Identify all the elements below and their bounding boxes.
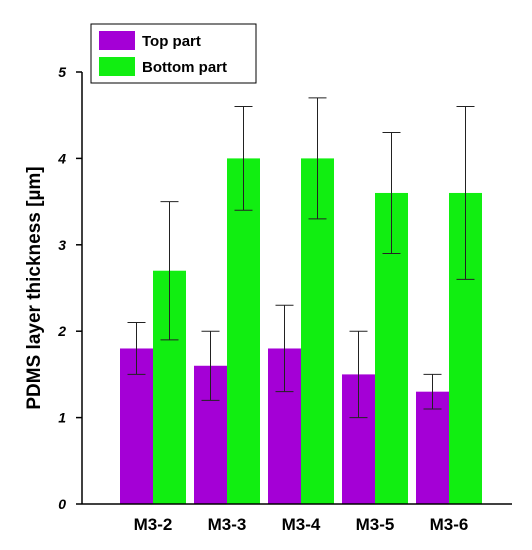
y-tick-label-1: 1 — [58, 410, 66, 426]
y-tick-label-4: 4 — [57, 150, 66, 166]
legend-swatch-top-part — [99, 31, 135, 50]
error-bar-M3-4-bottom-part — [308, 97, 327, 220]
x-tick-label-M3-6: M3-6 — [430, 515, 469, 534]
error-bar-M3-6-bottom-part — [456, 106, 475, 280]
legend-label-top-part: Top part — [142, 33, 201, 50]
legend-swatch-bottom-part — [99, 57, 135, 76]
bar-M3-6-top-part — [416, 391, 449, 504]
x-tick-label-M3-2: M3-2 — [134, 515, 173, 534]
x-tick-label-M3-5: M3-5 — [356, 515, 395, 534]
plot-area — [120, 97, 482, 504]
legend-label-bottom-part: Bottom part — [142, 59, 227, 76]
error-bar-M3-2-top-part — [127, 322, 146, 375]
error-bar-M3-5-top-part — [349, 330, 368, 419]
error-bar-M3-3-top-part — [201, 330, 220, 401]
error-bar-M3-2-bottom-part — [160, 201, 179, 341]
axes: 0 1 2 3 4 5 M3-2 M3-3 M3-4 M3-5 M3-6 — [57, 64, 512, 534]
y-tick-label-2: 2 — [57, 323, 66, 339]
error-bar-M3-5-bottom-part — [382, 131, 401, 254]
y-tick-label-3: 3 — [58, 237, 66, 253]
y-axis-label: PDMS layer thickness [µm] — [24, 166, 45, 409]
error-bar-M3-3-bottom-part — [234, 106, 253, 211]
x-tick-label-M3-3: M3-3 — [208, 515, 247, 534]
error-bar-M3-4-top-part — [275, 304, 294, 393]
x-tick-label-M3-4: M3-4 — [282, 515, 321, 534]
y-tick-label-0: 0 — [58, 496, 66, 512]
y-tick-label-5: 5 — [58, 64, 66, 80]
error-bar-M3-6-top-part — [423, 373, 442, 410]
bar-M3-3-bottom-part — [227, 158, 260, 504]
legend: Top part Bottom part — [90, 23, 257, 84]
